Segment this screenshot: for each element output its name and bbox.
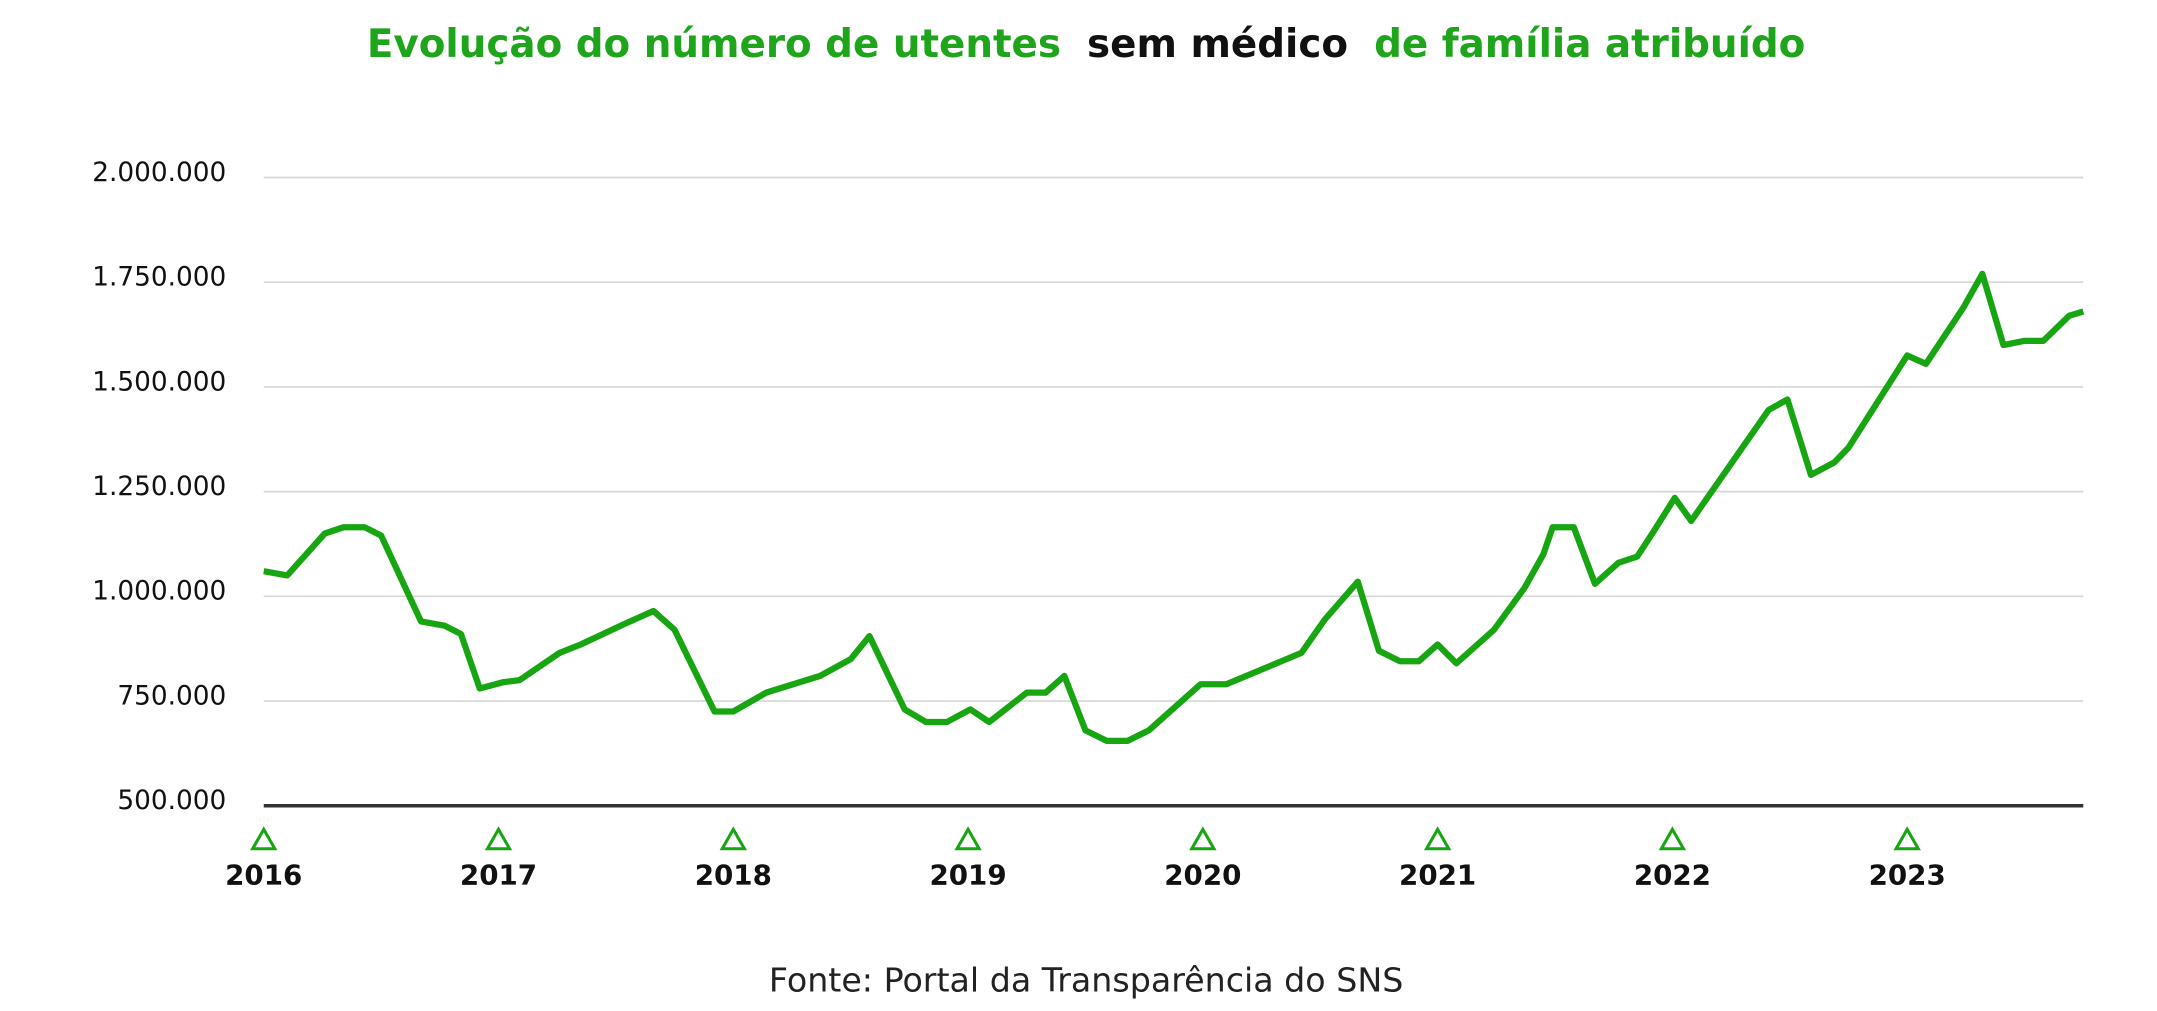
title-part: sem médico	[1087, 21, 1348, 66]
y-tick-label: 750.000	[117, 681, 226, 711]
y-tick-label: 500.000	[117, 786, 226, 816]
x-tick-marker	[1423, 826, 1452, 851]
x-tick-label: 2023	[1869, 858, 1946, 891]
title-part: Evolução do número de utentes	[367, 21, 1061, 66]
x-tick-marker	[250, 826, 278, 851]
source-note: Fonte: Portal da Transparência do SNS	[769, 960, 1403, 999]
y-tick-label: 1.000.000	[92, 577, 226, 607]
y-tick-label: 2.000.000	[92, 158, 226, 188]
data-line	[263, 270, 2085, 744]
x-tick-label: 2016	[225, 858, 302, 891]
y-tick-label: 1.500.000	[92, 367, 226, 397]
x-tick-label: 2022	[1634, 858, 1711, 891]
x-tick-marker	[1189, 826, 1217, 851]
x-tick-label: 2017	[460, 858, 537, 891]
y-tick-label: 1.750.000	[92, 263, 226, 293]
x-tick-label: 2021	[1399, 858, 1476, 891]
x-tick-label: 2018	[695, 858, 772, 891]
x-tick-marker	[484, 826, 513, 851]
x-tick-marker	[954, 826, 982, 851]
title-part: de família atribuído	[1374, 21, 1805, 66]
x-tick-marker	[719, 826, 748, 851]
y-tick-label: 1.250.000	[92, 472, 226, 502]
x-tick-marker	[1658, 826, 1687, 851]
x-tick-label: 2020	[1164, 858, 1241, 891]
chart-title: Evolução do número de utentes sem médico…	[367, 21, 1805, 66]
x-tick-label: 2019	[929, 858, 1006, 891]
x-tick-marker	[1893, 826, 1921, 851]
